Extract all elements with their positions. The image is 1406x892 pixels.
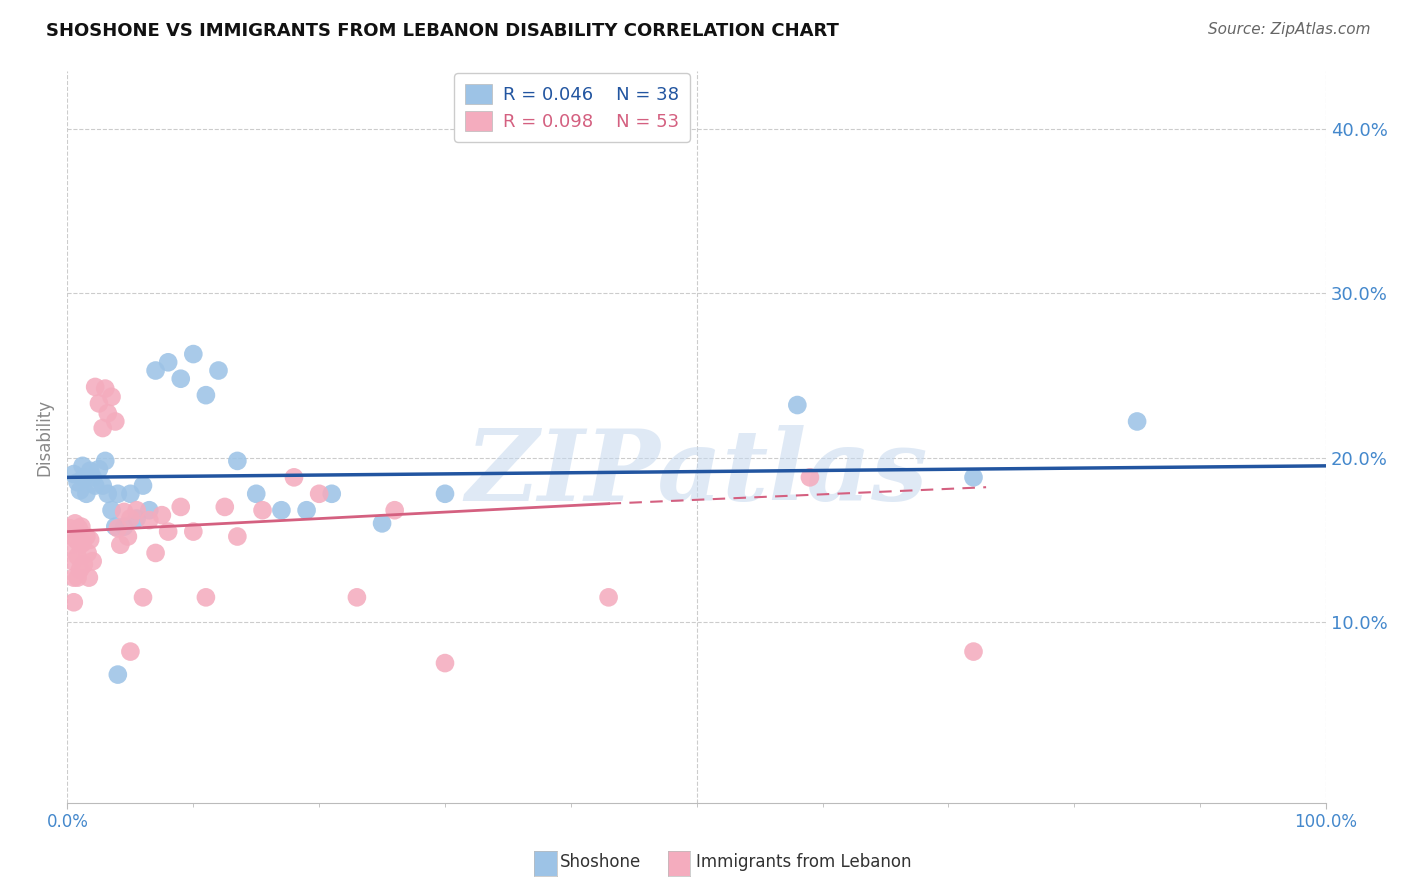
Point: [76, 546, 98, 560]
Point: [104, 414, 127, 428]
Point: [138, 503, 160, 517]
Point: [321, 487, 343, 501]
Point: [62, 571, 84, 585]
Point: [226, 529, 249, 543]
Text: Source: ZipAtlas.com: Source: ZipAtlas.com: [1208, 22, 1371, 37]
Point: [84, 380, 107, 394]
Y-axis label: Disability: Disability: [35, 399, 53, 475]
Point: [107, 667, 129, 681]
Point: [59, 521, 82, 535]
Point: [94, 382, 117, 396]
Point: [283, 470, 305, 484]
Point: [91, 478, 114, 492]
Point: [110, 538, 132, 552]
Text: Immigrants from Lebanon: Immigrants from Lebanon: [696, 853, 911, 871]
Point: [346, 591, 368, 605]
Point: [962, 644, 984, 658]
Point: [226, 454, 249, 468]
Point: [170, 372, 193, 386]
Point: [82, 470, 104, 484]
Point: [79, 533, 101, 547]
Point: [66, 571, 89, 585]
Point: [84, 478, 107, 492]
Point: [252, 503, 274, 517]
Legend: R = 0.046    N = 38, R = 0.098    N = 53: R = 0.046 N = 38, R = 0.098 N = 53: [454, 73, 690, 142]
Point: [120, 511, 142, 525]
Point: [434, 656, 457, 670]
Point: [207, 363, 229, 377]
Point: [1126, 414, 1149, 428]
Point: [799, 470, 821, 484]
Text: Shoshone: Shoshone: [560, 853, 641, 871]
Point: [75, 529, 97, 543]
Point: [107, 487, 129, 501]
Point: [194, 388, 217, 402]
Point: [82, 554, 104, 568]
Point: [962, 470, 984, 484]
Point: [97, 487, 120, 501]
Point: [100, 390, 122, 404]
Point: [245, 487, 267, 501]
Point: [87, 462, 110, 476]
Point: [104, 519, 127, 533]
Point: [77, 571, 100, 585]
Point: [120, 644, 142, 658]
Point: [107, 521, 129, 535]
Point: [132, 478, 155, 492]
Point: [91, 421, 114, 435]
Point: [183, 347, 205, 361]
Point: [214, 500, 236, 514]
Point: [157, 355, 180, 369]
Point: [69, 483, 91, 498]
Point: [63, 516, 86, 531]
Point: [112, 505, 135, 519]
Point: [60, 538, 83, 552]
Point: [97, 406, 120, 420]
Point: [598, 591, 620, 605]
Point: [194, 591, 217, 605]
Point: [94, 454, 117, 468]
Point: [73, 558, 96, 572]
Point: [72, 536, 94, 550]
Point: [100, 503, 122, 517]
Point: [786, 398, 808, 412]
Point: [70, 519, 93, 533]
Point: [145, 546, 167, 560]
Point: [371, 516, 394, 531]
Point: [72, 458, 94, 473]
Point: [157, 524, 180, 539]
Point: [384, 503, 406, 517]
Point: [150, 508, 173, 523]
Point: [69, 562, 91, 576]
Point: [79, 464, 101, 478]
Point: [75, 487, 97, 501]
Point: [67, 521, 90, 535]
Point: [66, 549, 89, 564]
Point: [62, 467, 84, 481]
Point: [120, 487, 142, 501]
Point: [62, 554, 84, 568]
Point: [138, 513, 160, 527]
Point: [65, 533, 87, 547]
Point: [73, 470, 96, 484]
Point: [87, 396, 110, 410]
Point: [170, 500, 193, 514]
Point: [295, 503, 318, 517]
Point: [434, 487, 457, 501]
Text: SHOSHONE VS IMMIGRANTS FROM LEBANON DISABILITY CORRELATION CHART: SHOSHONE VS IMMIGRANTS FROM LEBANON DISA…: [46, 22, 839, 40]
Point: [62, 595, 84, 609]
Point: [112, 519, 135, 533]
Point: [117, 529, 139, 543]
Point: [270, 503, 292, 517]
Point: [66, 475, 89, 490]
Point: [308, 487, 330, 501]
Point: [183, 524, 205, 539]
Point: [69, 538, 91, 552]
Point: [125, 511, 148, 525]
Text: ZIPatlas: ZIPatlas: [465, 425, 928, 522]
Point: [125, 503, 148, 517]
Point: [145, 363, 167, 377]
Point: [132, 591, 155, 605]
